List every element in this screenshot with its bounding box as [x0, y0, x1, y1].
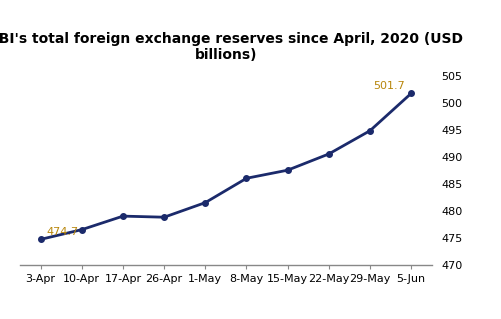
Text: 474.7: 474.7 [47, 227, 79, 237]
Title: RBI's total foreign exchange reserves since April, 2020 (USD
billions): RBI's total foreign exchange reserves si… [0, 32, 462, 62]
Text: 501.7: 501.7 [372, 81, 404, 91]
